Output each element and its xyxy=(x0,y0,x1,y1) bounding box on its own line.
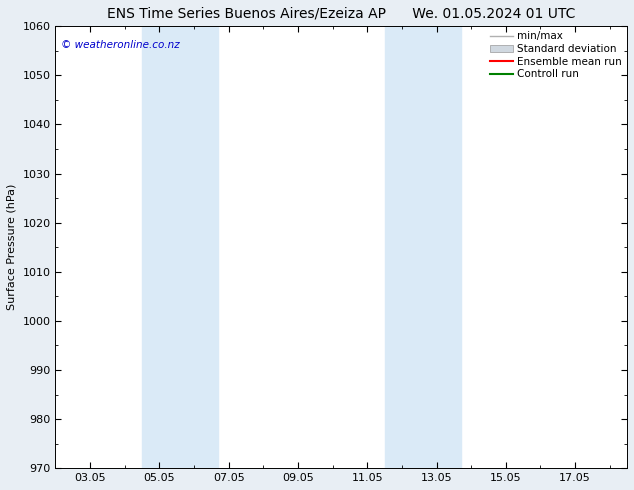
Bar xyxy=(385,26,461,468)
Y-axis label: Surface Pressure (hPa): Surface Pressure (hPa) xyxy=(7,184,17,311)
Title: ENS Time Series Buenos Aires/Ezeiza AP      We. 01.05.2024 01 UTC: ENS Time Series Buenos Aires/Ezeiza AP W… xyxy=(107,7,576,21)
Text: © weatheronline.co.nz: © weatheronline.co.nz xyxy=(61,40,180,49)
Legend: min/max, Standard deviation, Ensemble mean run, Controll run: min/max, Standard deviation, Ensemble me… xyxy=(488,29,624,81)
Bar xyxy=(142,26,218,468)
